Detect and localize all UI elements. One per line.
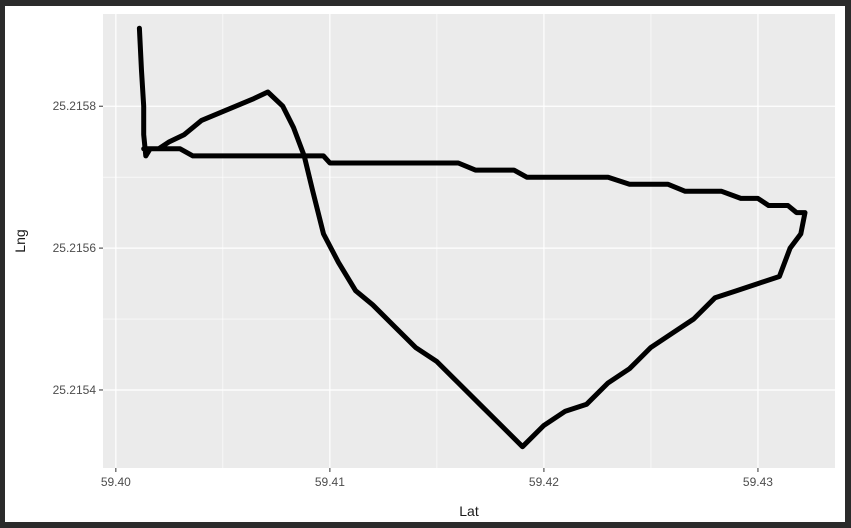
axis-ticks: 59.40 59.41 59.42 59.43 25.2154 25.2156 25.215…: [53, 99, 774, 489]
plot-panel: [103, 14, 835, 468]
y-axis-title: Lng: [12, 229, 28, 252]
x-tick-label: 59.42: [529, 475, 559, 489]
chart-frame: 59.40 59.41 59.42 59.43 25.2154 25.2156 25.215…: [5, 6, 845, 522]
series-line: [136, 25, 808, 450]
x-axis-title: Lat: [459, 503, 479, 519]
y-tick-label: 25.2156: [53, 241, 97, 255]
x-tick-label: 59.43: [743, 475, 773, 489]
x-tick-label: 59.40: [101, 475, 131, 489]
y-tick-label: 25.2154: [53, 383, 97, 397]
track-chart: 59.40 59.41 59.42 59.43 25.2154 25.2156 25.215…: [12, 14, 835, 519]
x-tick-label: 59.41: [315, 475, 345, 489]
grid-lines: [103, 14, 835, 468]
y-tick-label: 25.2158: [53, 99, 97, 113]
